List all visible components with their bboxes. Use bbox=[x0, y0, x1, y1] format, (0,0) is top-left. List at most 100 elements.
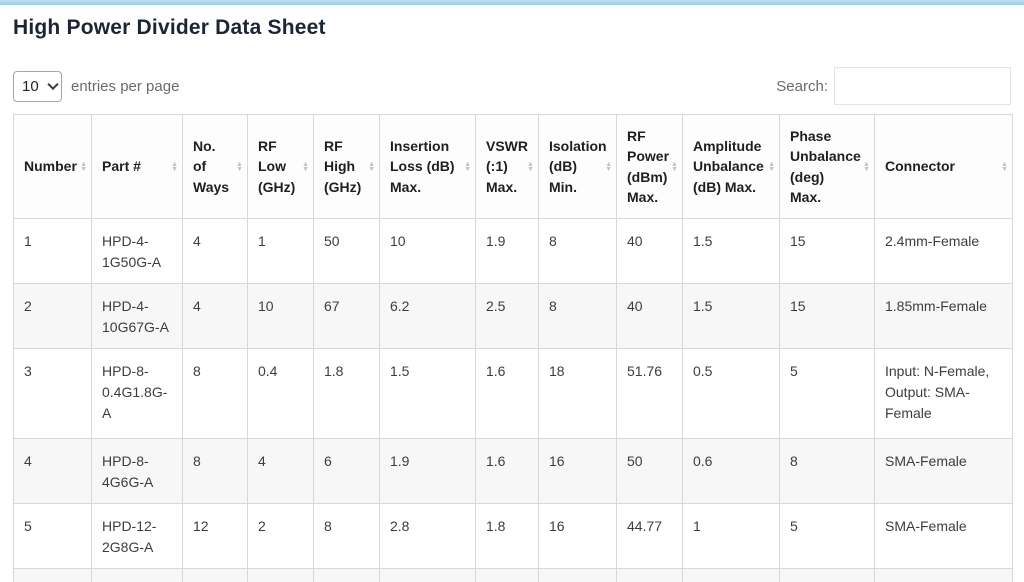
column-header-10[interactable]: Phase Unbalance (deg) Max. ▲ ▼ bbox=[779, 114, 875, 219]
table-cell: 0.5 bbox=[682, 348, 780, 439]
sort-icons: ▲ ▼ bbox=[302, 160, 309, 173]
table-cell: HPD-12-2G8G-A bbox=[91, 503, 183, 569]
sort-desc-icon: ▼ bbox=[605, 165, 612, 173]
column-header-5[interactable]: Insertion Loss (dB) Max. ▲ ▼ bbox=[379, 114, 476, 219]
page-container: High Power Divider Data Sheet 10 entries… bbox=[0, 16, 1024, 582]
sort-icons: ▲ ▼ bbox=[80, 160, 87, 172]
table-cell: 4 bbox=[182, 283, 248, 349]
column-header-8[interactable]: RF Power (dBm) Max. ▲ ▼ bbox=[616, 114, 683, 219]
sort-desc-icon: ▼ bbox=[368, 165, 375, 173]
column-header-label: RF Power (dBm) Max. bbox=[627, 127, 670, 205]
sort-asc-icon: ▲ bbox=[768, 160, 775, 168]
column-header-3[interactable]: RF Low (GHz) ▲ ▼ bbox=[247, 114, 314, 219]
table-cell: HPD-8-0.4G1.8G-A bbox=[91, 348, 183, 439]
table-cell: 2.5 bbox=[475, 283, 539, 349]
header-row: Number ▲ ▼ Part # ▲ ▼ No. of Ways ▲ ▼ RF Low (GHz… bbox=[13, 114, 1013, 219]
sort-icons: ▲ ▼ bbox=[605, 160, 612, 173]
top-accent-bar bbox=[0, 0, 1024, 5]
table-cell: 16 bbox=[538, 503, 617, 569]
page-length-select[interactable]: 10 bbox=[13, 70, 62, 102]
column-header-label: Amplitude Unbalance (dB) Max. bbox=[693, 138, 764, 195]
column-header-4[interactable]: RF High (GHz) ▲ ▼ bbox=[313, 114, 380, 219]
table-cell: 1 bbox=[13, 218, 92, 284]
column-header-9[interactable]: Amplitude Unbalance (dB) Max. ▲ ▼ bbox=[682, 114, 780, 219]
table-cell: 8 bbox=[182, 438, 248, 504]
table-cell: Input: N-Female, Output: SMA-Female bbox=[874, 348, 1013, 439]
table-cell: 18 bbox=[538, 348, 617, 439]
table-row: 1 HPD-4-1G50G-A 4 1 50 10 1.9 8 40 1.5 15 2.4mm-Fem… bbox=[13, 218, 1013, 284]
sort-icons: ▲ ▼ bbox=[671, 160, 678, 173]
column-header-7[interactable]: Isolation (dB) Min. ▲ ▼ bbox=[538, 114, 617, 219]
column-header-label: No. of Ways bbox=[193, 138, 230, 195]
table-cell: 1 bbox=[682, 503, 780, 569]
sort-icons: ▲ ▼ bbox=[171, 160, 178, 173]
table-cell: 40 bbox=[616, 283, 683, 349]
table-cell: HPD-16-2G18G-A bbox=[91, 568, 183, 582]
table-cell: 18 bbox=[538, 568, 617, 582]
sort-desc-icon: ▼ bbox=[302, 165, 309, 173]
column-header-label: Insertion Loss (dB) Max. bbox=[390, 138, 455, 195]
table-cell: SMA-Female bbox=[874, 503, 1013, 569]
table-cell: 8 bbox=[313, 503, 380, 569]
table-header: Number ▲ ▼ Part # ▲ ▼ No. of Ways ▲ ▼ RF Low (GHz… bbox=[13, 114, 1013, 219]
table-row: 6HPD-16-2G18G-A162183.61.518500.810SMA-F… bbox=[13, 568, 1013, 582]
column-header-6[interactable]: VSWR (:1) Max. ▲ ▼ bbox=[475, 114, 539, 219]
table-cell: 4 bbox=[247, 438, 314, 504]
table-row: 4 HPD-8-4G6G-A 8 4 6 1.9 1.6 16 50 0.6 8 SMA-Female bbox=[13, 438, 1013, 504]
table-cell: 15 bbox=[779, 218, 875, 284]
column-header-label: Part # bbox=[102, 158, 141, 175]
page-title: High Power Divider Data Sheet bbox=[13, 16, 326, 39]
table-cell: 1.6 bbox=[475, 438, 539, 504]
entries-per-page-group: 10 entries per page bbox=[13, 70, 180, 102]
table-cell: 1.8 bbox=[475, 503, 539, 569]
column-header-label: RF Low (GHz) bbox=[258, 138, 296, 195]
sort-desc-icon: ▼ bbox=[236, 165, 243, 173]
table-cell: 18 bbox=[313, 568, 380, 582]
column-header-2[interactable]: No. of Ways ▲ ▼ bbox=[182, 114, 248, 219]
table-cell: 1.9 bbox=[475, 218, 539, 284]
sort-desc-icon: ▼ bbox=[464, 165, 471, 173]
table-cell: 10 bbox=[779, 568, 875, 582]
table-cell: 44.77 bbox=[616, 503, 683, 569]
column-header-11[interactable]: Connector ▲ ▼ bbox=[874, 114, 1013, 219]
table-cell: 12 bbox=[182, 503, 248, 569]
sort-asc-icon: ▲ bbox=[605, 160, 612, 168]
table-cell: 0.8 bbox=[682, 568, 780, 582]
table-cell: 4 bbox=[182, 218, 248, 284]
sort-icons: ▲ ▼ bbox=[236, 160, 243, 173]
table-cell: 2.8 bbox=[379, 503, 476, 569]
sort-asc-icon: ▲ bbox=[464, 160, 471, 168]
sort-desc-icon: ▼ bbox=[171, 165, 178, 173]
table-cell: 1.5 bbox=[379, 348, 476, 439]
page-length-select-shell: 10 bbox=[13, 70, 62, 102]
sort-desc-icon: ▼ bbox=[671, 165, 678, 173]
table-cell: 0.6 bbox=[682, 438, 780, 504]
column-header-1[interactable]: Part # ▲ ▼ bbox=[91, 114, 183, 219]
table-cell: 67 bbox=[313, 283, 380, 349]
column-header-0[interactable]: Number ▲ ▼ bbox=[13, 114, 92, 219]
entries-per-page-label: entries per page bbox=[71, 77, 180, 95]
table-cell: 1.5 bbox=[682, 283, 780, 349]
table-cell: 1 bbox=[247, 218, 314, 284]
sort-icons: ▲ ▼ bbox=[527, 160, 534, 172]
table-row: 3 HPD-8-0.4G1.8G-A 8 0.4 1.8 1.5 1.6 18 51.76 0.5… bbox=[13, 348, 1013, 439]
table-cell: 6.2 bbox=[379, 283, 476, 349]
table-cell: 10 bbox=[379, 218, 476, 284]
table-cell: 8 bbox=[538, 218, 617, 284]
sort-desc-icon: ▼ bbox=[1001, 165, 1008, 173]
sort-asc-icon: ▲ bbox=[863, 160, 870, 168]
sort-asc-icon: ▲ bbox=[1001, 160, 1008, 168]
table-controls: 10 entries per page Search: bbox=[13, 67, 1011, 105]
search-label: Search: bbox=[776, 77, 828, 95]
table-cell: 3 bbox=[13, 348, 92, 439]
sort-desc-icon: ▼ bbox=[863, 165, 870, 173]
search-input[interactable] bbox=[834, 67, 1011, 105]
sort-asc-icon: ▲ bbox=[527, 160, 534, 168]
table-cell: 4 bbox=[13, 438, 92, 504]
sort-icons: ▲ ▼ bbox=[863, 160, 870, 173]
table-cell: 8 bbox=[779, 438, 875, 504]
table-cell: 40 bbox=[616, 218, 683, 284]
table-cell: 50 bbox=[616, 568, 683, 582]
table-cell: 2 bbox=[247, 568, 314, 582]
column-header-label: Connector bbox=[885, 158, 955, 175]
